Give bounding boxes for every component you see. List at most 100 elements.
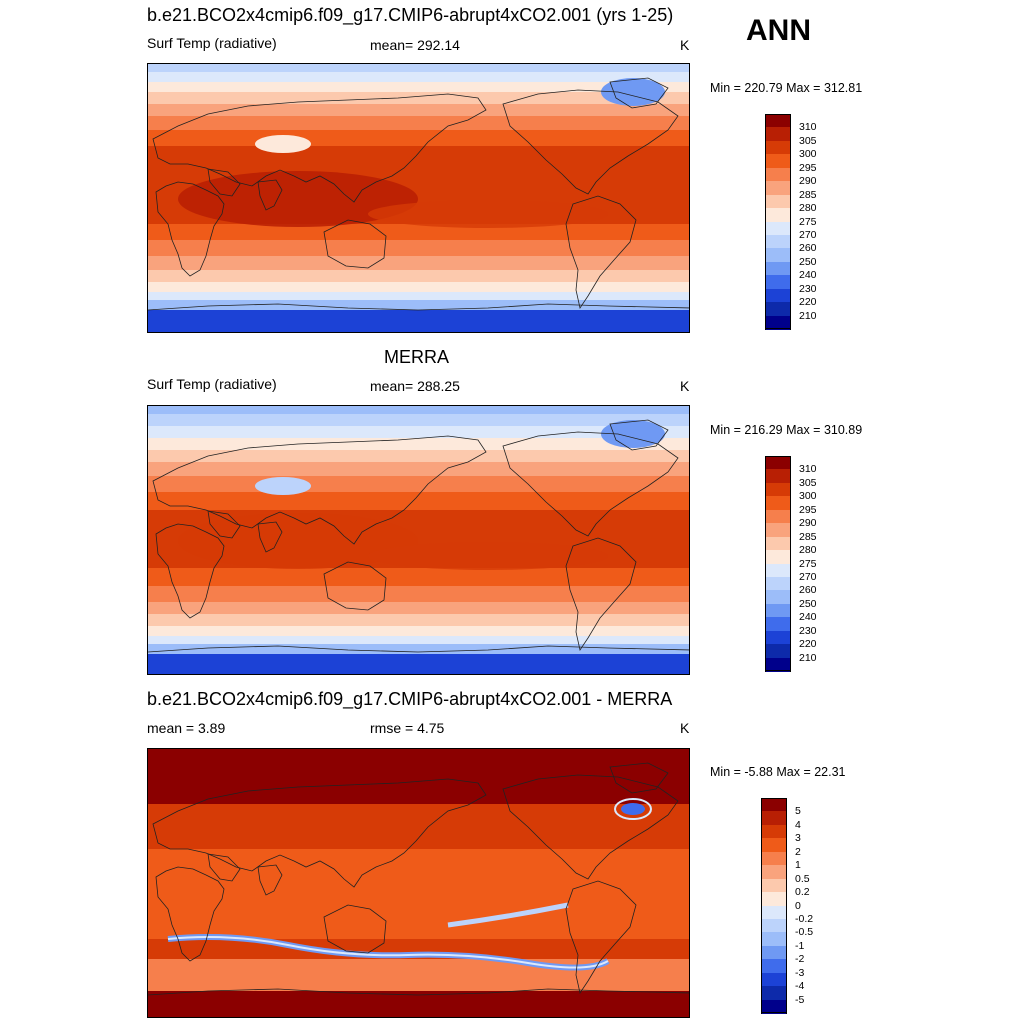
coastline-australia: [323, 561, 387, 611]
tibet-cold: [255, 135, 311, 153]
temp-band: [148, 64, 689, 72]
temp-band: [148, 270, 689, 282]
panel1-colorbar: 310 305 300 295 290 285 280 275 270 260 250 240 230 2…: [765, 114, 855, 330]
coastline-south_america: [565, 537, 637, 652]
coastline-africa: [155, 523, 225, 619]
colorbar-tick-label: -0.5: [795, 926, 814, 939]
panel1-units-label: K: [680, 37, 690, 53]
colorbar-tick-label: 280: [799, 544, 817, 557]
colorbar-tick-label: -5: [795, 993, 805, 1006]
coastline-africa: [155, 866, 225, 962]
temp-band: [148, 92, 689, 104]
temp-band: [148, 130, 689, 146]
temp-band: [148, 82, 689, 92]
tropical-band: [148, 849, 689, 939]
colorbar-tick-label: 310: [799, 463, 817, 476]
temp-band: [148, 406, 689, 414]
colorbar-tick-label: 0.2: [795, 886, 810, 899]
colorbar-tick-label: 275: [799, 557, 817, 570]
temp-band: [148, 282, 689, 292]
panel2-units-label: K: [680, 378, 690, 394]
colorbar-tick-label: 270: [799, 570, 817, 583]
panel3-map-svg: [148, 749, 689, 1017]
season-label: ANN: [746, 14, 811, 47]
warm-pool: [178, 171, 418, 227]
panel2-variable-label: Surf Temp (radiative): [147, 376, 277, 392]
panel2-map: [147, 405, 690, 675]
temp-band: [148, 414, 689, 426]
colorbar-tick-label: 210: [799, 651, 817, 664]
colorbar-tick-label: 285: [799, 188, 817, 201]
colorbar-tick-label: 210: [799, 309, 817, 322]
temp-band: [148, 104, 689, 116]
coastline-greenland: [609, 762, 669, 794]
colorbar-tick-label: 260: [799, 242, 817, 255]
warm-pool: [178, 513, 418, 569]
colorbar-tick-label: 3: [795, 832, 801, 845]
colorbar-tick-label: 310: [799, 121, 817, 134]
colorbar-tick-label: -1: [795, 939, 805, 952]
pacific-band: [368, 542, 608, 570]
colorbar-frame: [765, 456, 791, 671]
colorbar-tick-label: 0.5: [795, 872, 810, 885]
colorbar-tick-label: 240: [799, 269, 817, 282]
colorbar-tick-label: 290: [799, 517, 817, 530]
colorbar-tick-label: 1: [795, 859, 801, 872]
panel1-variable-label: Surf Temp (radiative): [147, 35, 277, 51]
temp-band: [148, 492, 689, 510]
panel3-mean-label: mean = 3.89: [147, 720, 226, 736]
temp-band: [148, 614, 689, 626]
colorbar-tick-label: -4: [795, 980, 805, 993]
temp-band: [148, 310, 689, 332]
panel3-minmax: Min = -5.88 Max = 22.31: [710, 765, 846, 779]
temp-band: [148, 644, 689, 654]
colorbar-tick-label: -3: [795, 966, 805, 979]
panel1-title: b.e21.BCO2x4cmip6.f09_g17.CMIP6-abrupt4x…: [147, 5, 674, 25]
colorbar-tick-label: 285: [799, 530, 817, 543]
coastline-arabia: [207, 853, 241, 882]
coastline-arabia: [207, 510, 241, 539]
temp-band: [148, 224, 689, 240]
colorbar-tick-label: 300: [799, 490, 817, 503]
colorbar-tick-label: 295: [799, 161, 817, 174]
coastline-north_america: [502, 774, 679, 880]
colorbar-tick-label: 295: [799, 503, 817, 516]
panel2-title: MERRA: [384, 347, 450, 367]
panel3-title: b.e21.BCO2x4cmip6.f09_g17.CMIP6-abrupt4x…: [147, 689, 673, 709]
panel3-colorbar: 5 4 3 2 1 0.5 0.2 0 -0.2 -0.5 -1 -2 -3 -4 -5: [761, 798, 851, 1014]
pacific-band: [368, 200, 608, 228]
colorbar-tick-label: -0.2: [795, 912, 814, 925]
colorbar-tick-label: 280: [799, 202, 817, 215]
coastline-north_america: [502, 89, 679, 195]
temp-band: [148, 146, 689, 162]
colorbar-tick-label: 260: [799, 584, 817, 597]
colorbar-frame: [765, 114, 791, 329]
southern-ocean-cool-edge: [167, 936, 609, 969]
colorbar-tick-label: 275: [799, 215, 817, 228]
colorbar-tick-label: 290: [799, 175, 817, 188]
panel3-rmse-label: rmse = 4.75: [370, 720, 445, 736]
temp-band: [148, 450, 689, 462]
colorbar-tick-label: 230: [799, 282, 817, 295]
colorbar-tick-label: 2: [795, 845, 801, 858]
coastline-europe_asia: [152, 778, 487, 888]
temp-band: [148, 462, 689, 476]
coastline-greenland: [609, 419, 669, 451]
temp-band: [148, 626, 689, 636]
south-pacific-cool: [447, 902, 569, 928]
coastline-antarctica: [148, 303, 689, 311]
panel2-mean-label: mean= 288.25: [370, 378, 460, 394]
colorbar-tick-label: 270: [799, 228, 817, 241]
colorbar-tick-label: 300: [799, 148, 817, 161]
panel3-map: [147, 748, 690, 1018]
coastline-europe_asia: [152, 435, 487, 545]
temp-band: [148, 602, 689, 614]
tibet-cold: [255, 477, 311, 495]
colorbar-tick-label: 250: [799, 255, 817, 268]
panel3-units-label: K: [680, 720, 690, 736]
coastline-africa: [155, 181, 225, 277]
coastline-arabia: [207, 168, 241, 197]
colorbar-frame: [761, 798, 787, 1013]
panel1-map-svg: [148, 64, 689, 332]
panel2-colorbar: 310 305 300 295 290 285 280 275 270 260 250 240 230 2…: [765, 456, 855, 672]
